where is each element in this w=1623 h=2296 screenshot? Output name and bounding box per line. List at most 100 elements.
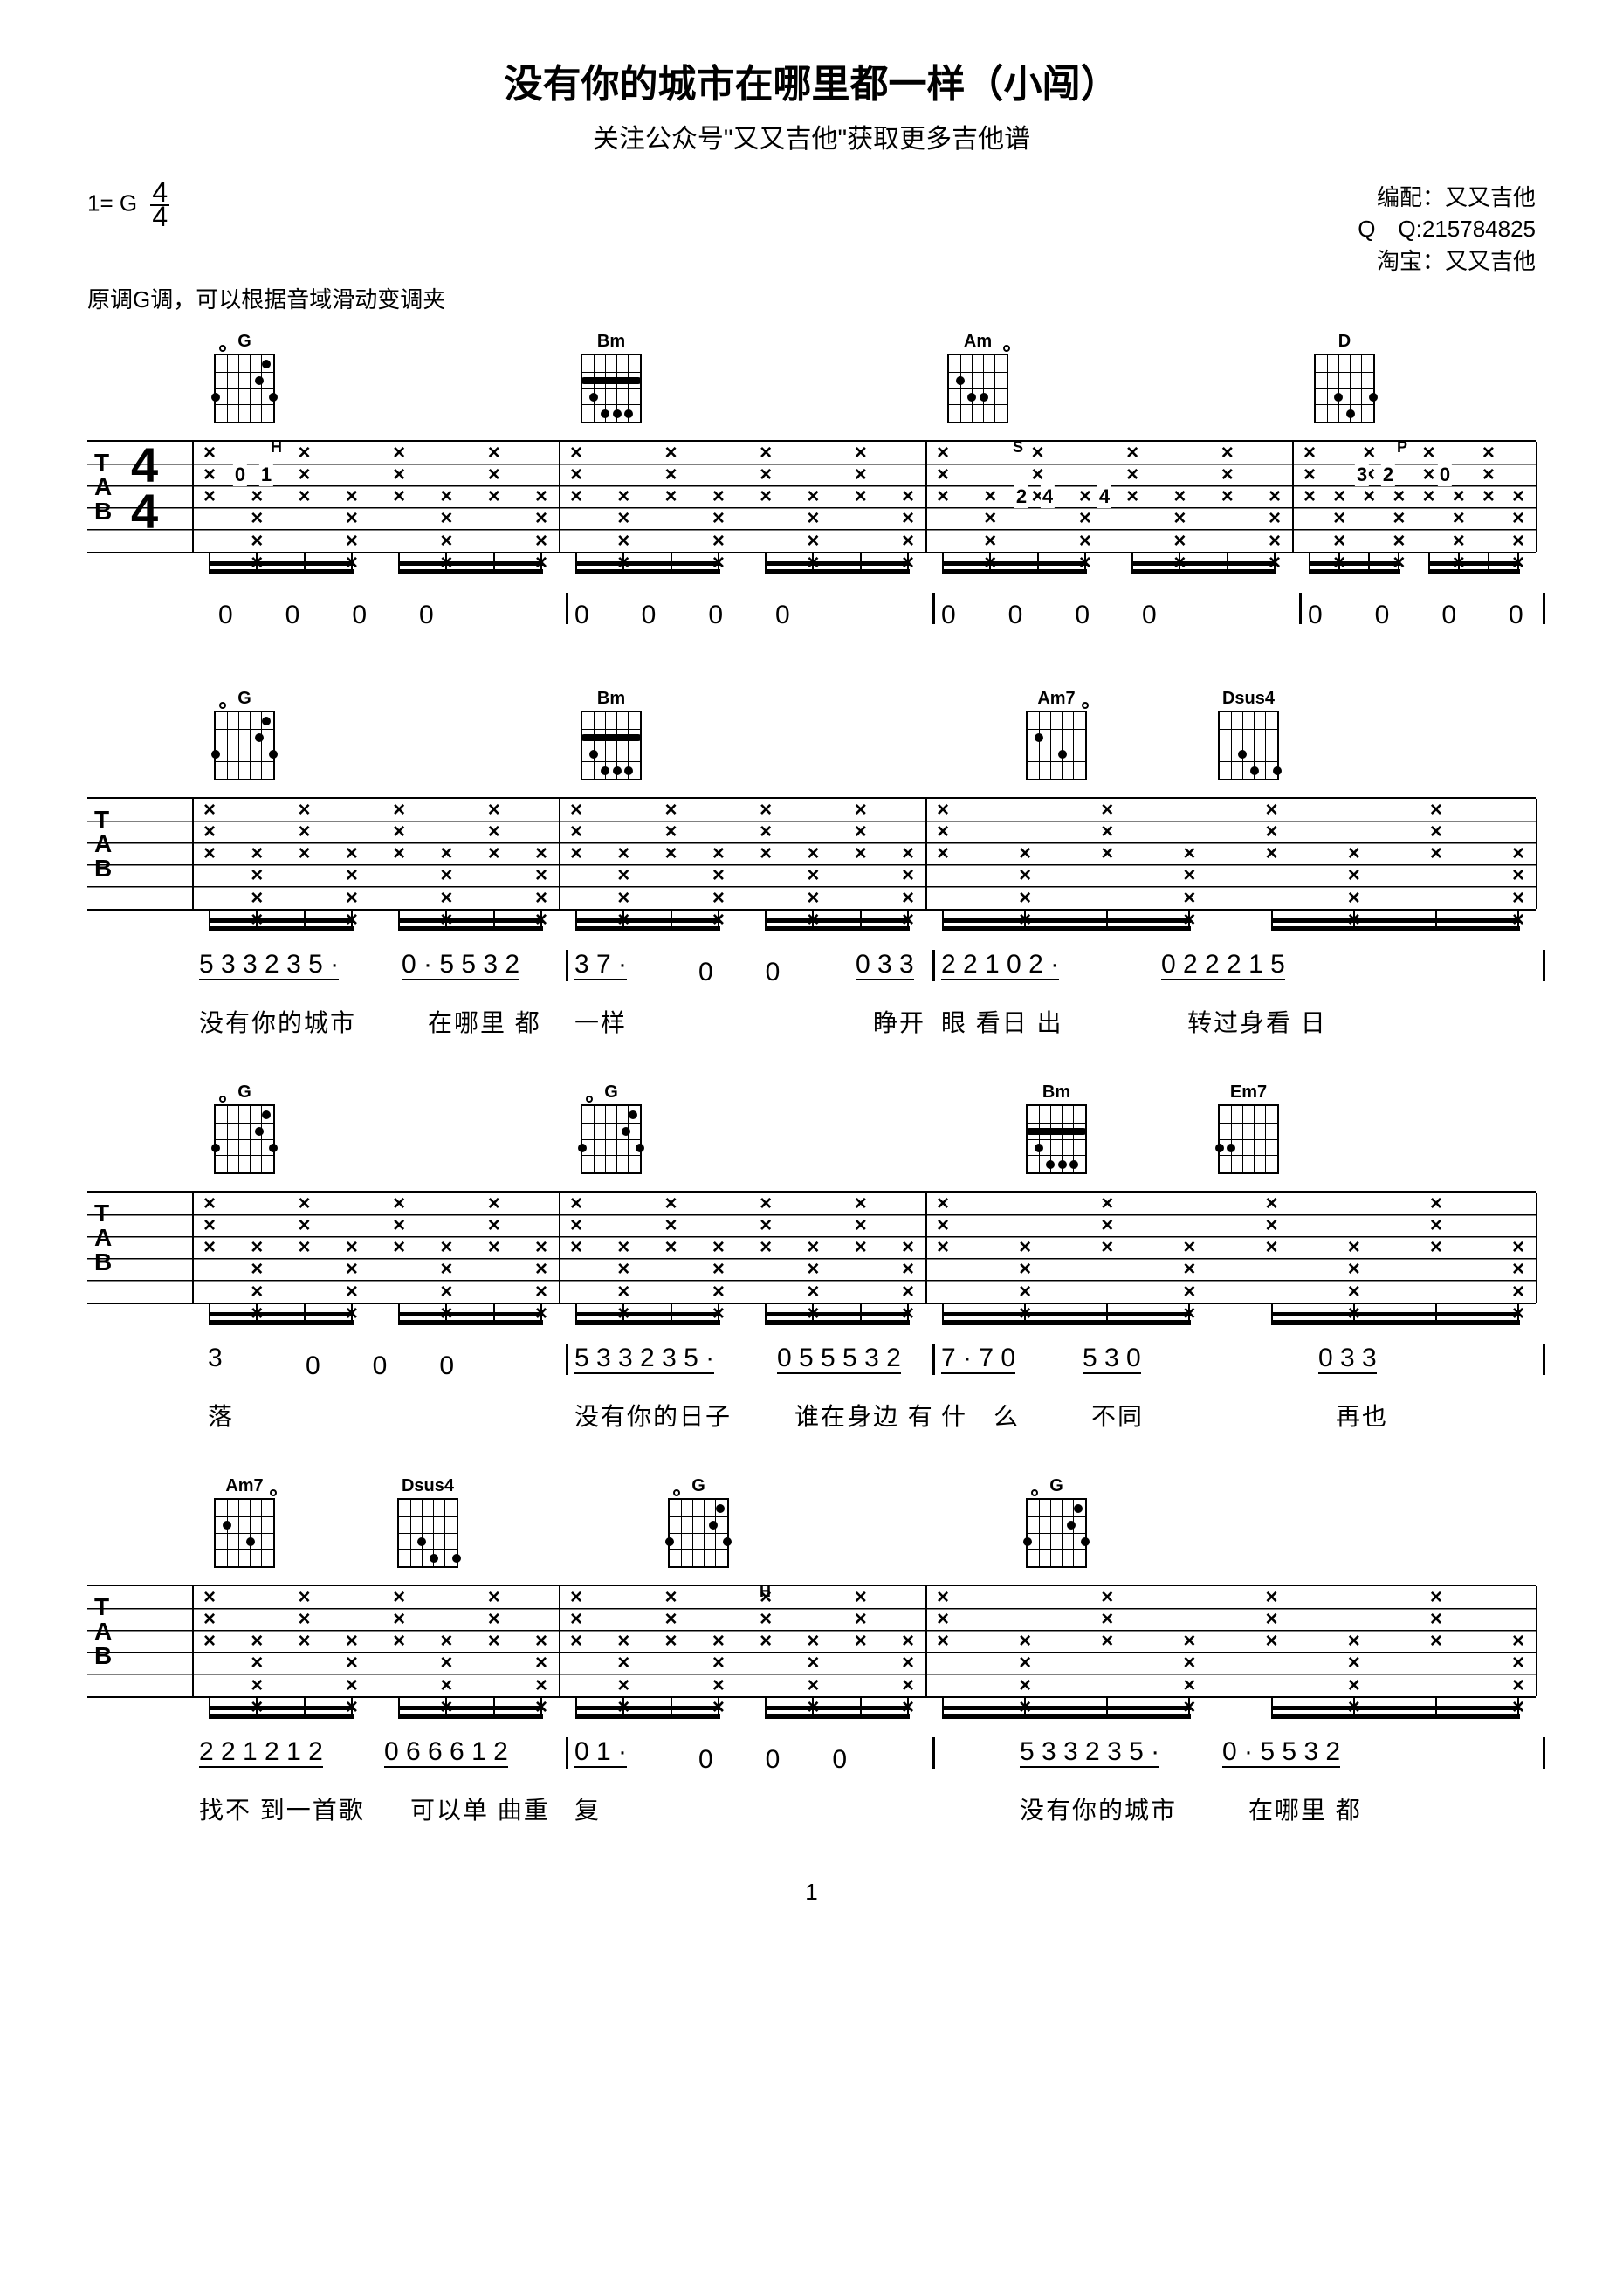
lyric-text: 在哪里 都 (1248, 1791, 1362, 1826)
strum-mark: × (760, 798, 772, 822)
lyric-text: 一样 (574, 1004, 627, 1039)
strum-mark: × (1101, 1192, 1113, 1216)
strum-mark: × (393, 441, 405, 465)
strum-mark: × (251, 529, 263, 553)
strum-mark: × (760, 485, 772, 509)
strum-mark: × (807, 529, 819, 553)
lyric-text: 转过身看 日 (1187, 1004, 1327, 1039)
barline (192, 1193, 194, 1303)
technique-label: P (1397, 438, 1407, 457)
strum-mark: × (1482, 463, 1495, 487)
barline (192, 1586, 194, 1696)
barline (559, 1193, 560, 1303)
number-notation: 5 3 3 2 3 5 · (1020, 1737, 1159, 1767)
strum-mark: × (665, 1192, 677, 1216)
strum-mark: × (617, 1674, 629, 1698)
strum-mark: × (346, 506, 358, 531)
strum-mark: × (251, 485, 263, 509)
strum-mark: × (937, 842, 949, 866)
lyric-text: 什 么 (941, 1398, 1020, 1433)
strum-mark: × (1266, 1607, 1278, 1632)
strum-mark: × (807, 1651, 819, 1675)
strum-mark: × (440, 1674, 452, 1698)
strum-mark: × (440, 842, 452, 866)
chord-grid (214, 1104, 275, 1174)
strum-mark: × (1266, 1235, 1278, 1260)
strum-mark: × (1512, 1235, 1524, 1260)
chord-grid (397, 1498, 458, 1568)
strum-mark: × (855, 820, 867, 844)
chord-diagram-g: G (210, 1083, 279, 1174)
strum-mark: × (203, 820, 216, 844)
strum-mark: × (1430, 1192, 1442, 1216)
strum-mark: × (346, 1280, 358, 1304)
strum-mark: × (440, 506, 452, 531)
strum-mark: × (1101, 798, 1113, 822)
strum-mark: × (1423, 463, 1435, 487)
system-4: Am7Dsus4GG TAB ×××××××××××××××××××××××××… (87, 1476, 1536, 1826)
chord-diagram-g: G (576, 1083, 646, 1174)
strum-mark: × (1126, 463, 1138, 487)
strum-mark: × (1101, 1607, 1113, 1632)
lyric-text: 可以单 曲重 (410, 1791, 550, 1826)
chord-grid (581, 711, 642, 780)
strum-mark: × (440, 863, 452, 888)
number-notation: 0 3 3 (1318, 1344, 1377, 1373)
strum-mark: × (665, 441, 677, 465)
strum-mark: × (346, 1629, 358, 1653)
strum-mark: × (1348, 1629, 1360, 1653)
credit-shop: 淘宝：又又吉他 (1358, 245, 1536, 277)
strum-mark: × (937, 1235, 949, 1260)
strum-mark: × (488, 1235, 500, 1260)
strum-mark: × (1348, 1257, 1360, 1282)
technique-label: S (1013, 438, 1023, 457)
strum-mark: × (760, 820, 772, 844)
number-notation: 5 3 3 2 3 5 · (574, 1344, 714, 1373)
strum-mark: × (1266, 842, 1278, 866)
number-notation: 3 7 · (574, 950, 627, 980)
strum-mark: × (1348, 886, 1360, 911)
chord-grid (1218, 711, 1279, 780)
number-notation: 0 0 0 (698, 1737, 847, 1776)
strum-mark: × (712, 506, 725, 531)
strum-mark: × (203, 1213, 216, 1238)
strum-mark: × (1512, 1629, 1524, 1653)
fret-number: 1 (259, 464, 273, 486)
strum-mark: × (488, 463, 500, 487)
strum-mark: × (937, 1585, 949, 1610)
strum-mark: × (855, 1235, 867, 1260)
tab-clef: TAB (94, 1201, 108, 1275)
fret-number: 4 (1041, 485, 1055, 508)
strum-mark: × (535, 1674, 547, 1698)
strum-mark: × (570, 842, 582, 866)
strum-mark: × (535, 1235, 547, 1260)
strum-mark: × (251, 863, 263, 888)
strum-mark: × (488, 1607, 500, 1632)
strum-mark: × (617, 1651, 629, 1675)
strum-mark: × (488, 842, 500, 866)
strum-mark: × (535, 863, 547, 888)
strum-mark: × (937, 798, 949, 822)
number-notation: 2 2 1 2 1 2 (199, 1737, 323, 1767)
strum-mark: × (1512, 863, 1524, 888)
strum-mark: × (1221, 463, 1234, 487)
strum-mark: × (665, 820, 677, 844)
strum-mark: × (440, 485, 452, 509)
barline (1536, 442, 1537, 552)
strum-mark: × (299, 842, 311, 866)
strum-mark: × (1348, 1235, 1360, 1260)
strum-mark: × (1430, 1213, 1442, 1238)
strum-mark: × (1482, 485, 1495, 509)
fret-number: 3 (1355, 464, 1369, 486)
strum-mark: × (1079, 529, 1091, 553)
strum-mark: × (1019, 886, 1031, 911)
lyric-text: 没有你的城市 (1020, 1791, 1177, 1826)
strum-mark: × (535, 529, 547, 553)
strum-mark: × (902, 886, 914, 911)
strum-mark: × (346, 1674, 358, 1698)
lyric-text: 复 (574, 1791, 601, 1826)
strum-mark: × (1126, 441, 1138, 465)
credit-qq: Q Q:215784825 (1358, 213, 1536, 244)
strum-mark: × (488, 441, 500, 465)
strum-mark: × (712, 1674, 725, 1698)
